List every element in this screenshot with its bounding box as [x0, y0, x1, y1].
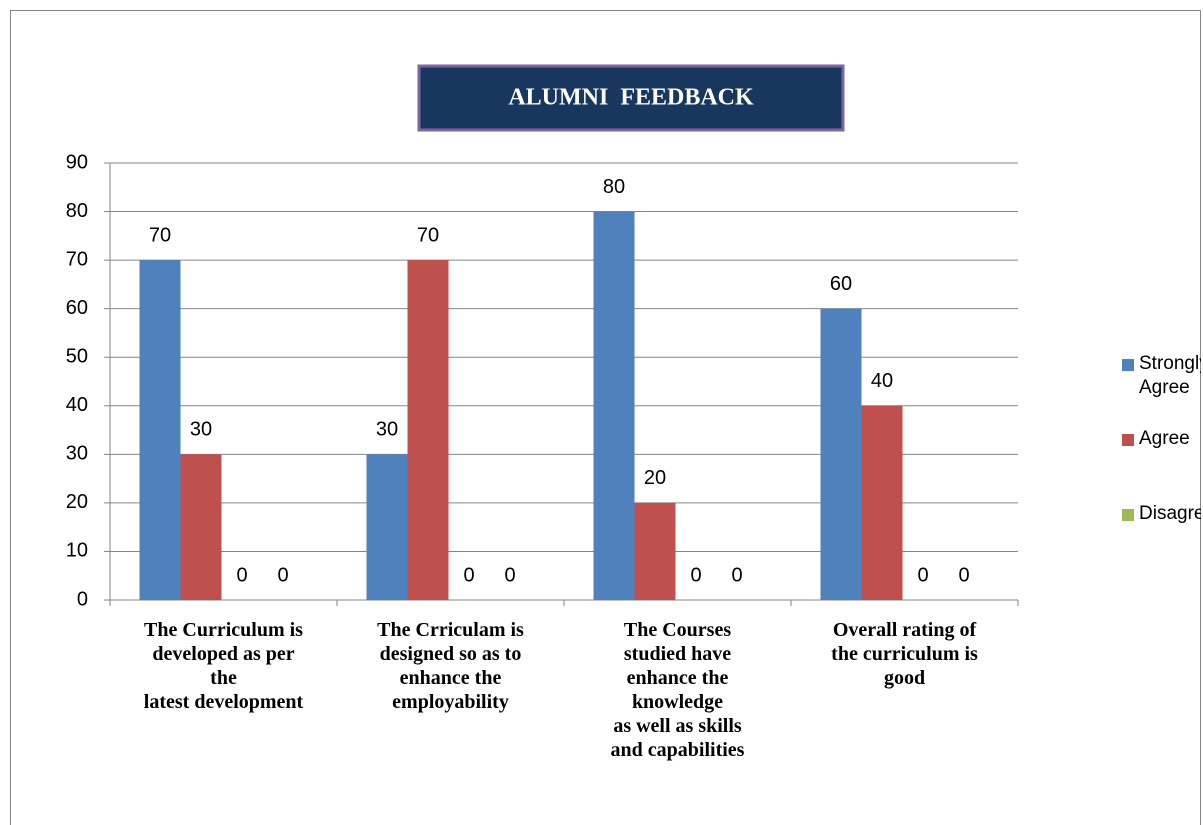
- legend-label: Disagree: [1139, 503, 1201, 524]
- x-tick-label-box: The Courses studied have enhance the kno…: [610, 619, 745, 761]
- bar: [139, 260, 181, 600]
- data-label: 0: [236, 564, 247, 586]
- bar: [861, 405, 903, 600]
- bar: [820, 308, 862, 600]
- y-tick-label: 60: [66, 297, 88, 319]
- x-tick-label: The Courses studied have enhance the kno…: [610, 619, 745, 761]
- data-label: 70: [417, 224, 439, 246]
- title-box: [417, 64, 845, 132]
- data-label: 60: [830, 273, 852, 295]
- y-tick-label: 80: [66, 200, 88, 222]
- legend-swatch: [1122, 434, 1134, 446]
- bar: [634, 502, 676, 600]
- x-tick-label-box: The Curriculum is developed as per the l…: [143, 619, 304, 713]
- data-label: 30: [190, 419, 212, 441]
- data-label: 0: [504, 564, 515, 586]
- y-tick-label: 30: [66, 443, 88, 465]
- chart-title: ALUMNI FEEDBACK: [508, 85, 754, 111]
- data-label: 0: [463, 564, 474, 586]
- y-tick-label: 50: [66, 346, 88, 368]
- legend-label-box: Disagree: [1139, 503, 1201, 524]
- bar: [180, 454, 222, 600]
- x-tick-label-box: The Crriculam is designed so as to enhan…: [377, 619, 524, 713]
- y-tick-label: 0: [77, 588, 88, 610]
- legend-swatch: [1122, 359, 1134, 371]
- legend-label: Strongly Agree: [1139, 353, 1201, 398]
- data-label: 40: [871, 370, 893, 392]
- legend-label-box: Agree: [1139, 428, 1190, 449]
- data-label: 70: [149, 224, 171, 246]
- x-tick-label-box: Overall rating of the curriculum is good: [831, 619, 978, 689]
- data-label: 20: [644, 467, 666, 489]
- data-label: 0: [277, 564, 288, 586]
- data-label: 30: [376, 419, 398, 441]
- y-tick-label: 20: [66, 491, 88, 513]
- y-tick-label: 10: [66, 540, 88, 562]
- legend-swatch: [1122, 509, 1134, 521]
- y-tick-label: 90: [66, 151, 88, 173]
- data-label: 0: [690, 564, 701, 586]
- bar: [593, 211, 635, 601]
- y-tick-label: 70: [66, 248, 88, 270]
- bar: [407, 260, 449, 600]
- x-tick-label: The Crriculam is designed so as to enhan…: [377, 619, 524, 713]
- data-label: 0: [917, 564, 928, 586]
- x-tick-label: The Curriculum is developed as per the l…: [143, 619, 304, 713]
- legend-label: Agree: [1139, 428, 1190, 449]
- x-tick-label: Overall rating of the curriculum is good: [831, 619, 978, 689]
- y-tick-label: 40: [66, 394, 88, 416]
- legend-label-box: Strongly Agree: [1139, 353, 1201, 398]
- bar: [366, 454, 408, 600]
- chart-border: [10, 10, 1201, 825]
- data-label: 0: [958, 564, 969, 586]
- data-label: 0: [731, 564, 742, 586]
- data-label: 80: [603, 176, 625, 198]
